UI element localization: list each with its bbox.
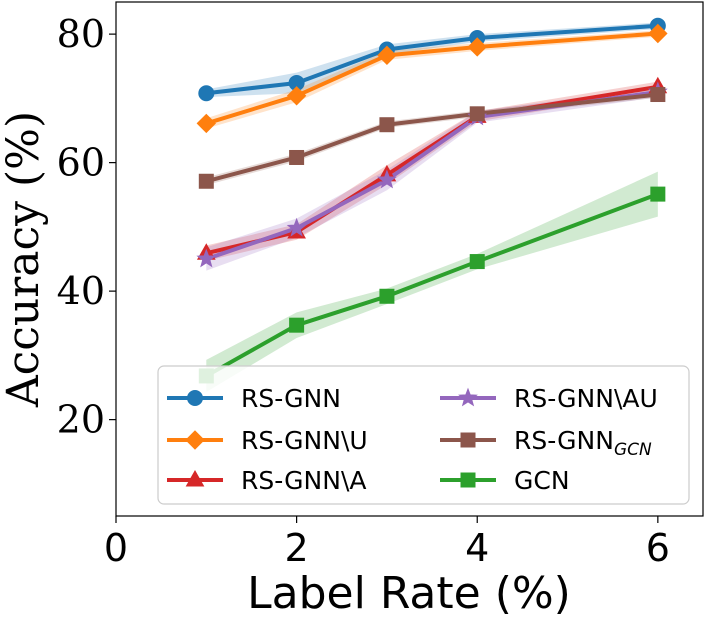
point-rs-gnn-u-5 <box>648 23 668 44</box>
point-rs-gnn-au-2 <box>286 217 307 237</box>
legend-marker-rs-gnn <box>187 390 203 406</box>
point-rs-gnn-au-3 <box>377 169 397 189</box>
point-gcn-4 <box>469 254 485 270</box>
band-rs-gnn <box>206 22 658 98</box>
x-axis-label: Label Rate (%) <box>247 568 571 617</box>
legend-marker-gcn <box>460 472 476 488</box>
legend-marker-rs-gnn-u <box>185 430 205 450</box>
legend-label-rs-gnn: RS-GNN <box>241 384 341 413</box>
y-tick-label-80: 80 <box>57 12 105 56</box>
point-gcn-2 <box>289 317 305 333</box>
legend-marker-rs-gnn-au <box>458 387 478 407</box>
point-gcn-3 <box>379 288 395 304</box>
y-axis-label: Accuracy (%) <box>0 111 49 408</box>
y-tick-label-40: 40 <box>57 269 105 313</box>
point-rs-gnngcn-3 <box>379 117 395 133</box>
point-rs-gnngcn-4 <box>469 106 485 122</box>
point-rs-gnn-au-1 <box>196 248 217 268</box>
point-rs-gnn-1 <box>198 85 215 102</box>
point-rs-gnngcn-5 <box>650 87 666 103</box>
x-tick-label-4: 4 <box>465 526 489 570</box>
y-tick-label-20: 20 <box>57 398 105 442</box>
band-gcn <box>206 171 658 392</box>
legend-label-rs-gnn-au: RS-GNN\AU <box>514 384 658 413</box>
point-rs-gnn-u-4 <box>467 37 487 57</box>
legend-label-rs-gnngcn: RS-GNNGCN <box>514 426 652 460</box>
x-tick-label-0: 0 <box>104 526 128 570</box>
legend: RS-GNN RS-GNN\U RS-GNN\A RS-GNN\AU RS-GNNGCN… <box>157 365 690 505</box>
legend-label-gcn: GCN <box>514 466 570 495</box>
point-rs-gnngcn-1 <box>198 173 214 189</box>
point-rs-gnngcn-2 <box>289 149 305 165</box>
plot-frame <box>115 1 704 517</box>
band-rs-gnn-au <box>206 86 658 271</box>
legend-marker-rs-gnn-a <box>185 469 205 487</box>
point-rs-gnn-u-3 <box>377 45 397 66</box>
y-tick-label-60: 60 <box>57 141 105 185</box>
series-markers <box>196 17 668 384</box>
x-axis-ticks: 0 2 4 6 <box>104 516 670 570</box>
legend-label-rs-gnn-u: RS-GNN\U <box>241 426 368 455</box>
legend-box <box>157 365 690 505</box>
legend-label-rs-gnn-a: RS-GNN\A <box>241 466 366 495</box>
point-rs-gnn-u-2 <box>286 86 307 106</box>
point-rs-gnn-u-1 <box>196 113 217 134</box>
y-axis-ticks: 20 40 60 80 <box>57 12 116 442</box>
legend-marker-rs-gnngcn <box>460 432 476 448</box>
point-gcn-5 <box>650 186 666 202</box>
x-tick-label-2: 2 <box>285 526 309 570</box>
x-tick-label-6: 6 <box>646 526 670 570</box>
